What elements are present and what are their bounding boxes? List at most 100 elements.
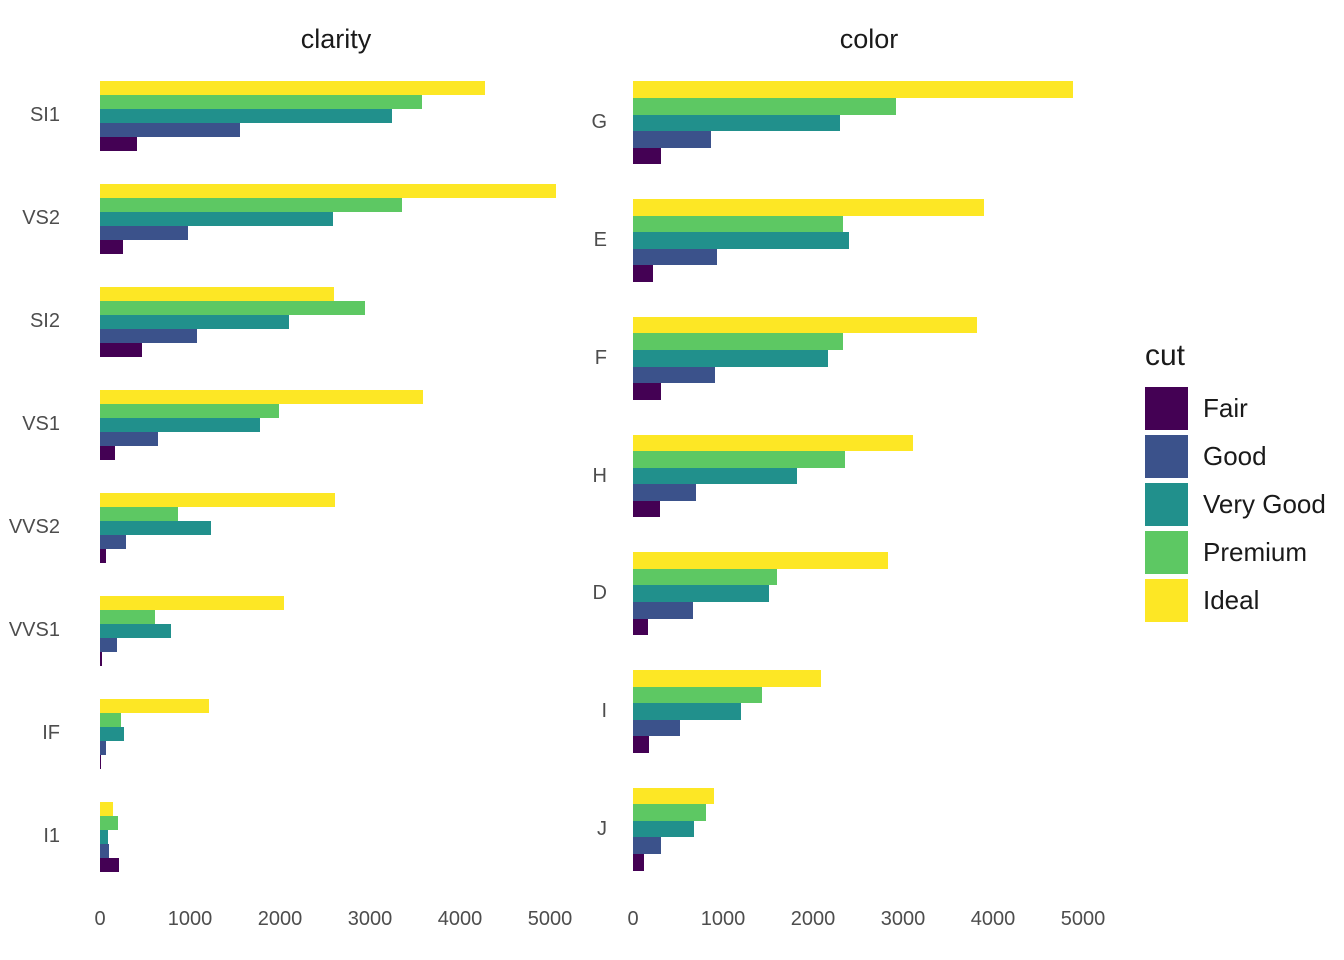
bar-g-ideal	[633, 81, 1073, 98]
category-label-if: IF	[42, 722, 60, 744]
bar-f-premium	[633, 333, 843, 350]
bar-i-good	[633, 719, 680, 737]
x-tick-1000: 1000	[700, 908, 746, 930]
bar-e-very-good	[633, 232, 849, 249]
bar-vvs1-fair	[100, 651, 102, 666]
bar-h-premium	[633, 451, 845, 468]
x-tick-5000: 5000	[1060, 908, 1106, 930]
category-label-si1: SI1	[29, 104, 60, 126]
bar-f-very-good	[633, 349, 828, 367]
x-tick-2000: 2000	[257, 908, 303, 930]
bar-group-if	[100, 698, 209, 769]
bar-vvs2-fair	[100, 548, 106, 563]
bar-group-h	[633, 434, 913, 518]
bar-j-fair	[633, 854, 644, 871]
bar-si2-fair	[100, 342, 142, 357]
category-label-i1: I1	[43, 825, 60, 847]
bar-vs1-ideal	[100, 389, 423, 404]
bar-group-j	[633, 787, 714, 871]
bar-si1-good	[100, 122, 240, 137]
bar-if-fair	[100, 754, 101, 769]
bar-if-ideal	[100, 698, 209, 713]
bar-si2-premium	[100, 300, 365, 315]
bar-h-good	[633, 484, 696, 501]
bar-si1-very-good	[100, 108, 392, 123]
bar-vs2-good	[100, 225, 188, 240]
x-tick-3000: 3000	[880, 908, 926, 930]
bar-vs1-very-good	[100, 417, 260, 432]
bar-d-fair	[633, 618, 648, 636]
bar-vvs1-very-good	[100, 623, 171, 638]
legend-item-good: Good	[1145, 434, 1267, 478]
bar-i1-fair	[100, 857, 119, 872]
bar-if-good	[100, 740, 106, 755]
legend-item-very-good: Very Good	[1145, 482, 1326, 526]
bar-vvs1-premium	[100, 609, 155, 624]
legend-item-ideal: Ideal	[1145, 578, 1259, 622]
bar-group-d	[633, 552, 888, 636]
category-label-f: F	[594, 346, 607, 369]
legend-swatch-premium	[1145, 530, 1188, 574]
bar-f-fair	[633, 383, 661, 400]
plot-panel-clarity	[100, 64, 572, 888]
bar-group-f	[633, 316, 977, 400]
bar-group-e	[633, 199, 984, 283]
category-label-i: I	[601, 699, 607, 722]
bar-g-premium	[633, 97, 896, 115]
legend-label-very-good: Very Good	[1203, 488, 1326, 519]
category-label-e: E	[593, 229, 607, 252]
x-tick-4000: 4000	[970, 908, 1016, 930]
bar-f-ideal	[633, 316, 977, 334]
bar-g-very-good	[633, 114, 840, 132]
bar-si1-ideal	[100, 80, 485, 95]
bar-si1-premium	[100, 94, 422, 109]
bar-h-very-good	[633, 467, 797, 485]
bar-i1-very-good	[100, 829, 108, 844]
x-tick-0: 0	[627, 908, 639, 930]
bar-d-premium	[633, 568, 777, 586]
bar-vs2-ideal	[100, 183, 556, 198]
bar-group-i	[633, 669, 821, 753]
bar-d-very-good	[633, 585, 769, 602]
bar-group-i1	[100, 801, 119, 872]
category-label-si2: SI2	[29, 310, 60, 332]
bar-group-g	[633, 81, 1073, 165]
bar-vvs2-premium	[100, 506, 178, 521]
bar-vvs1-good	[100, 637, 117, 652]
legend-swatch-very-good	[1145, 482, 1188, 526]
bar-si2-ideal	[100, 286, 334, 301]
bar-si2-very-good	[100, 314, 289, 329]
legend-cut: cut Fair Good Very Good Premium Ideal	[1145, 0, 1344, 960]
category-label-vvs1: VVS1	[8, 619, 60, 641]
legend-swatch-good	[1145, 434, 1188, 478]
bar-i-premium	[633, 686, 762, 704]
bar-vvs1-ideal	[100, 595, 284, 610]
legend-title: cut	[1145, 338, 1186, 372]
bar-e-premium	[633, 215, 843, 233]
bar-g-fair	[633, 147, 661, 165]
bar-i-ideal	[633, 669, 821, 687]
category-label-vvs2: VVS2	[8, 516, 60, 538]
bar-i1-ideal	[100, 801, 113, 816]
x-tick-2000: 2000	[790, 908, 836, 930]
category-label-d: D	[592, 582, 607, 605]
bar-si1-fair	[100, 136, 137, 151]
x-tick-0: 0	[94, 908, 106, 930]
legend-swatch-ideal	[1145, 578, 1188, 622]
facet-title-clarity: clarity	[300, 24, 372, 54]
bar-group-vs1	[100, 389, 423, 460]
bar-vs2-very-good	[100, 211, 333, 226]
bar-vs2-fair	[100, 239, 123, 254]
bar-g-good	[633, 131, 711, 148]
legend-swatch-fair	[1145, 386, 1188, 430]
bar-if-premium	[100, 712, 121, 727]
bar-si2-good	[100, 328, 197, 343]
bar-vs1-premium	[100, 403, 279, 418]
bar-i1-good	[100, 843, 109, 858]
legend-label-good: Good	[1203, 440, 1267, 471]
bar-i-fair	[633, 736, 649, 753]
bar-if-very-good	[100, 726, 124, 741]
bar-vs1-good	[100, 431, 158, 446]
bar-d-good	[633, 601, 693, 619]
